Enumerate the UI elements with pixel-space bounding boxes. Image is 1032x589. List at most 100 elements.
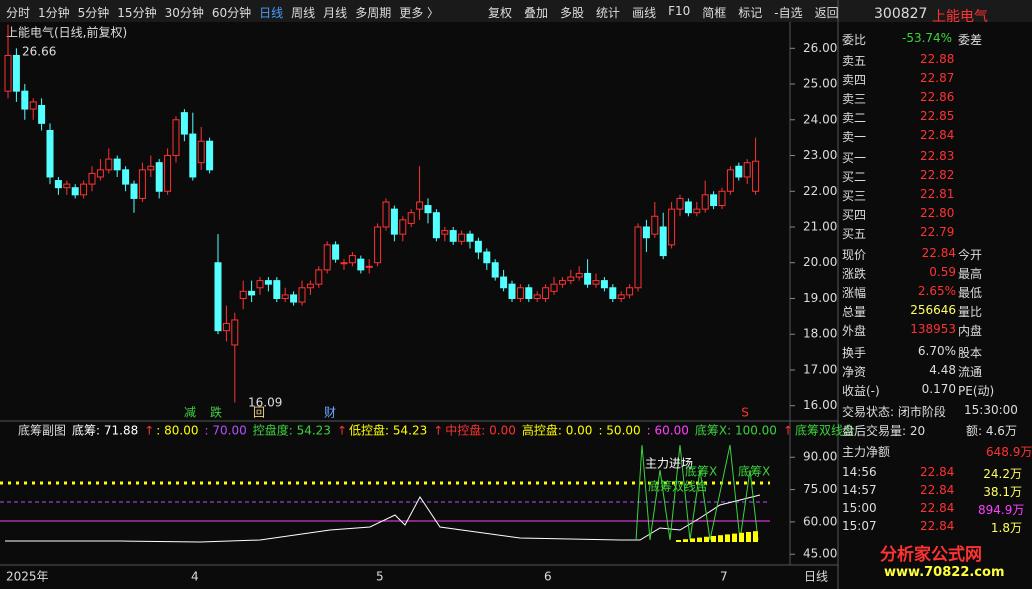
tick-time: 14:57 (842, 483, 877, 497)
candle-body (500, 276, 508, 289)
candle-body (180, 112, 188, 135)
candle-body (332, 244, 340, 260)
tick-amount: 38.1万 (983, 485, 1022, 499)
toolbar-item[interactable]: 多周期 (355, 6, 392, 20)
row-value: 22.84 (921, 246, 956, 260)
candle-body (340, 262, 348, 265)
row-label: 收益(-) (842, 384, 880, 398)
sub-bar (711, 536, 716, 542)
sub-field: ↑ (144, 424, 154, 438)
date-label: 6 (544, 570, 552, 584)
toolbar-item[interactable]: 15分钟 (117, 6, 157, 20)
candle-body (4, 54, 12, 92)
candle-body (752, 160, 760, 192)
ask-price: 22.85 (920, 109, 955, 123)
toolbar-button[interactable]: 复权 (488, 6, 513, 20)
row-label: 内盘 (958, 324, 983, 338)
row-value: 0.170 (921, 382, 956, 396)
toolbar-item[interactable]: 5分钟 (77, 6, 110, 20)
toolbar-button[interactable]: 画线 (632, 6, 657, 20)
toolbar-bg (0, 0, 1032, 22)
date-label: 5 (376, 570, 384, 584)
toolbar-button[interactable]: F10 (668, 4, 691, 18)
candle-body (710, 194, 718, 207)
y-tick-label: 20.00 (803, 255, 837, 269)
high-label: 26.66 (22, 45, 56, 59)
row-label: 总量 (842, 305, 867, 319)
toolbar-item[interactable]: 周线 (291, 6, 316, 20)
candle-body (38, 104, 46, 124)
sub-bar (690, 538, 695, 542)
candle-body (382, 201, 390, 228)
sub-bar (725, 534, 730, 542)
candle-body (718, 190, 726, 207)
toolbar-button[interactable]: 统计 (596, 6, 621, 20)
toolbar-button[interactable]: 多股 (560, 6, 585, 20)
toolbar-button[interactable]: 返回 (814, 6, 839, 20)
toolbar-button[interactable]: 简框 (702, 6, 727, 20)
candle-body (617, 294, 625, 299)
candle-body (466, 233, 474, 242)
candle-body (63, 183, 71, 189)
bid-price: 22.83 (920, 149, 955, 163)
row-label: 买二 (842, 170, 867, 184)
tick-time: 15:07 (842, 519, 877, 533)
row-label: 卖三 (842, 92, 867, 106)
ask-price: 22.84 (920, 128, 955, 142)
toolbar-item[interactable]: 60分钟 (211, 6, 252, 20)
y-tick-label: 25.00 (803, 77, 837, 91)
ask-price: 22.87 (920, 71, 955, 85)
candle-body (54, 180, 62, 189)
main-net-label: 主力净额 (842, 445, 891, 459)
candle-body (374, 226, 382, 264)
candle-body (676, 197, 684, 210)
sub-bar (739, 532, 744, 542)
candle-body (533, 294, 541, 299)
candle-body (256, 280, 264, 289)
main-net-value: 648.9万 (986, 445, 1032, 459)
toolbar-item[interactable]: 日线 (259, 6, 284, 20)
toolbar-item[interactable]: 1分钟 (38, 6, 70, 20)
sub-bar (683, 539, 688, 542)
toolbar-item[interactable]: 30分钟 (164, 6, 204, 20)
logo-url: www.70822.com (884, 565, 1005, 580)
candle-body (407, 212, 415, 224)
row-label: 委比 (842, 33, 867, 47)
candle-body (113, 158, 121, 171)
row-label: 今开 (958, 248, 983, 262)
sub-bar (753, 531, 758, 542)
sub-field: 底筹X: 100.00 (695, 423, 777, 438)
sub-field: 底筹双线合 (795, 423, 855, 438)
candle-body (214, 262, 222, 332)
candle-body (12, 54, 20, 92)
period-label: 日线 (804, 570, 828, 584)
candle-body (726, 169, 734, 192)
sub-field: 高控盘: 0.00 (522, 423, 593, 438)
candle-body (264, 280, 272, 285)
candle-body (348, 255, 356, 264)
sub-field: 中控盘: 0.00 (445, 423, 516, 438)
bid-price: 22.80 (920, 206, 955, 220)
candle-body (609, 287, 617, 299)
row-label: 最高 (958, 267, 983, 281)
toolbar-item[interactable]: 分时 (6, 6, 31, 20)
candle-body (80, 183, 88, 196)
tick-amount: 894.9万 (978, 503, 1025, 517)
toolbar-button[interactable]: -自选 (774, 6, 803, 20)
candle-body (105, 158, 113, 171)
row-label: 涨跌 (842, 267, 867, 281)
toolbar-item[interactable]: 月线 (323, 6, 348, 20)
toolbar-button[interactable]: 叠加 (524, 6, 549, 20)
candle-body (147, 165, 155, 171)
candle-body (164, 155, 172, 192)
candle-body (558, 280, 566, 285)
bid-price: 22.82 (920, 168, 955, 182)
candle-body (323, 244, 331, 271)
logo-title: 分析家公式网 (880, 545, 982, 565)
candle-body (122, 169, 130, 185)
tick-price: 22.84 (920, 519, 955, 533)
sub-name: 底筹副图 (18, 423, 66, 438)
sub-annotation: 底筹X (738, 464, 770, 479)
toolbar-item[interactable]: 更多 〉 (399, 6, 440, 20)
toolbar-button[interactable]: 标记 (738, 6, 763, 20)
